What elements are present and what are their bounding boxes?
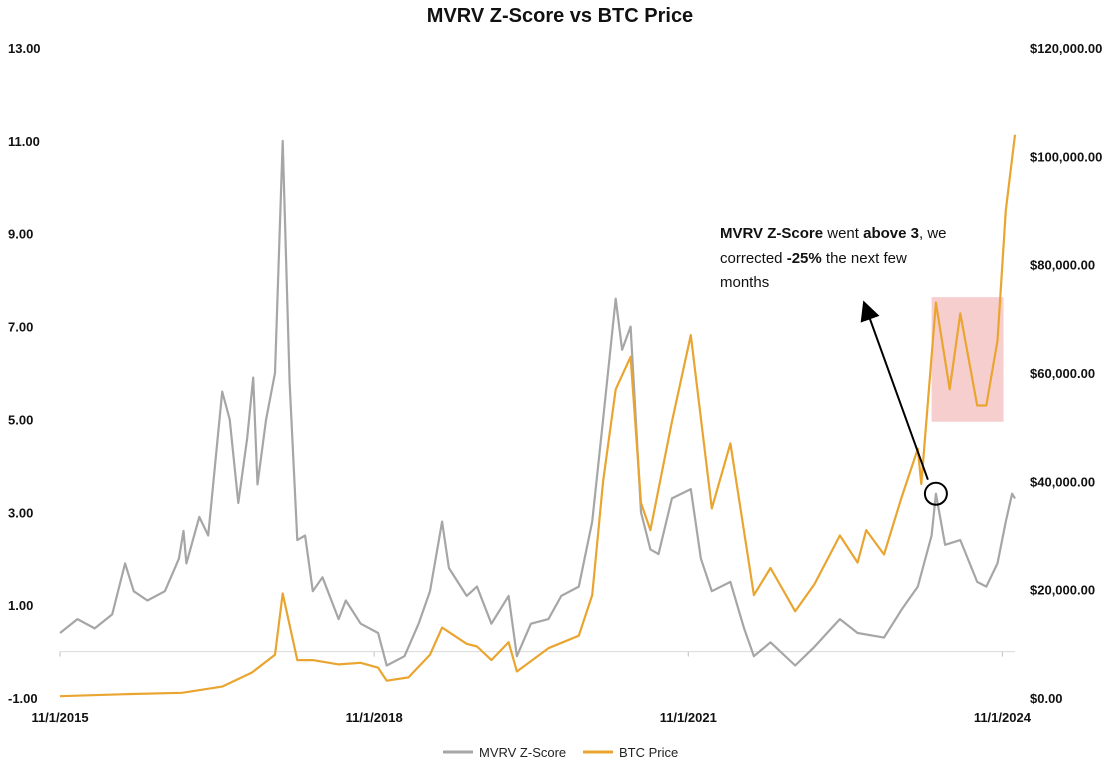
right-tick-label: $120,000.00 <box>1030 41 1102 56</box>
series-line-btc-price <box>59 134 1017 698</box>
right-tick-label: $40,000.00 <box>1030 474 1095 489</box>
legend-label: BTC Price <box>619 745 678 760</box>
annotation-line: corrected -25% the next few <box>720 250 907 267</box>
left-tick-label: 3.00 <box>8 505 33 520</box>
left-tick-label: 9.00 <box>8 227 33 242</box>
left-tick-label: 11.00 <box>8 134 40 149</box>
right-tick-label: $100,000.00 <box>1030 149 1102 164</box>
x-tick-label: 11/1/2018 <box>346 710 403 725</box>
left-tick-label: 7.00 <box>8 320 33 335</box>
highlight-box <box>931 297 1004 422</box>
series-group <box>59 134 1017 698</box>
annotation-circle <box>923 481 948 506</box>
chart-title: MVRV Z-Score vs BTC Price <box>427 5 693 27</box>
left-tick-label: -1.00 <box>8 691 38 706</box>
annotation-arrow <box>860 300 929 481</box>
annotation-span: months <box>720 274 769 291</box>
right-tick-label: $60,000.00 <box>1030 366 1095 381</box>
x-tick-label: 11/1/2015 <box>31 710 88 725</box>
left-tick-label: 13.00 <box>8 41 41 56</box>
annotation-line: MVRV Z-Score went above 3, we <box>720 225 947 242</box>
right-tick-label: $0.00 <box>1030 691 1063 706</box>
annotation-span: -25% <box>787 250 822 267</box>
annotation-line: months <box>720 274 769 291</box>
left-tick-label: 5.00 <box>8 412 33 427</box>
x-tick-label: 11/1/2021 <box>660 710 717 725</box>
right-tick-label: $20,000.00 <box>1030 583 1095 598</box>
x-tick-label: 11/1/2024 <box>974 710 1032 725</box>
x-axis-ticks: 11/1/2015 11/1/2018 11/1/2021 11/1/2024 <box>31 651 1032 725</box>
annotation-span: above 3 <box>863 225 919 242</box>
legend-label: MVRV Z-Score <box>479 745 566 760</box>
annotation-span: went <box>823 225 863 242</box>
annotation-span: the next few <box>822 250 907 267</box>
legend: MVRV Z-Score BTC Price <box>443 745 678 760</box>
annotation-span: MVRV Z-Score <box>720 225 823 242</box>
annotation-span: corrected <box>720 250 787 267</box>
left-tick-label: 1.00 <box>8 598 33 613</box>
right-axis-ticks: $120,000.00 $100,000.00 $80,000.00 $60,000.… <box>1030 41 1102 706</box>
annotation-span: , we <box>919 225 947 242</box>
annotation-text: MVRV Z-Score went above 3, we corrected -… <box>720 225 947 291</box>
right-tick-label: $80,000.00 <box>1030 258 1095 273</box>
left-axis-ticks: 13.00 11.00 9.00 7.00 5.00 3.00 1.00 -1.00 <box>8 41 41 706</box>
series-line-mvrv-z-score <box>59 139 1016 667</box>
